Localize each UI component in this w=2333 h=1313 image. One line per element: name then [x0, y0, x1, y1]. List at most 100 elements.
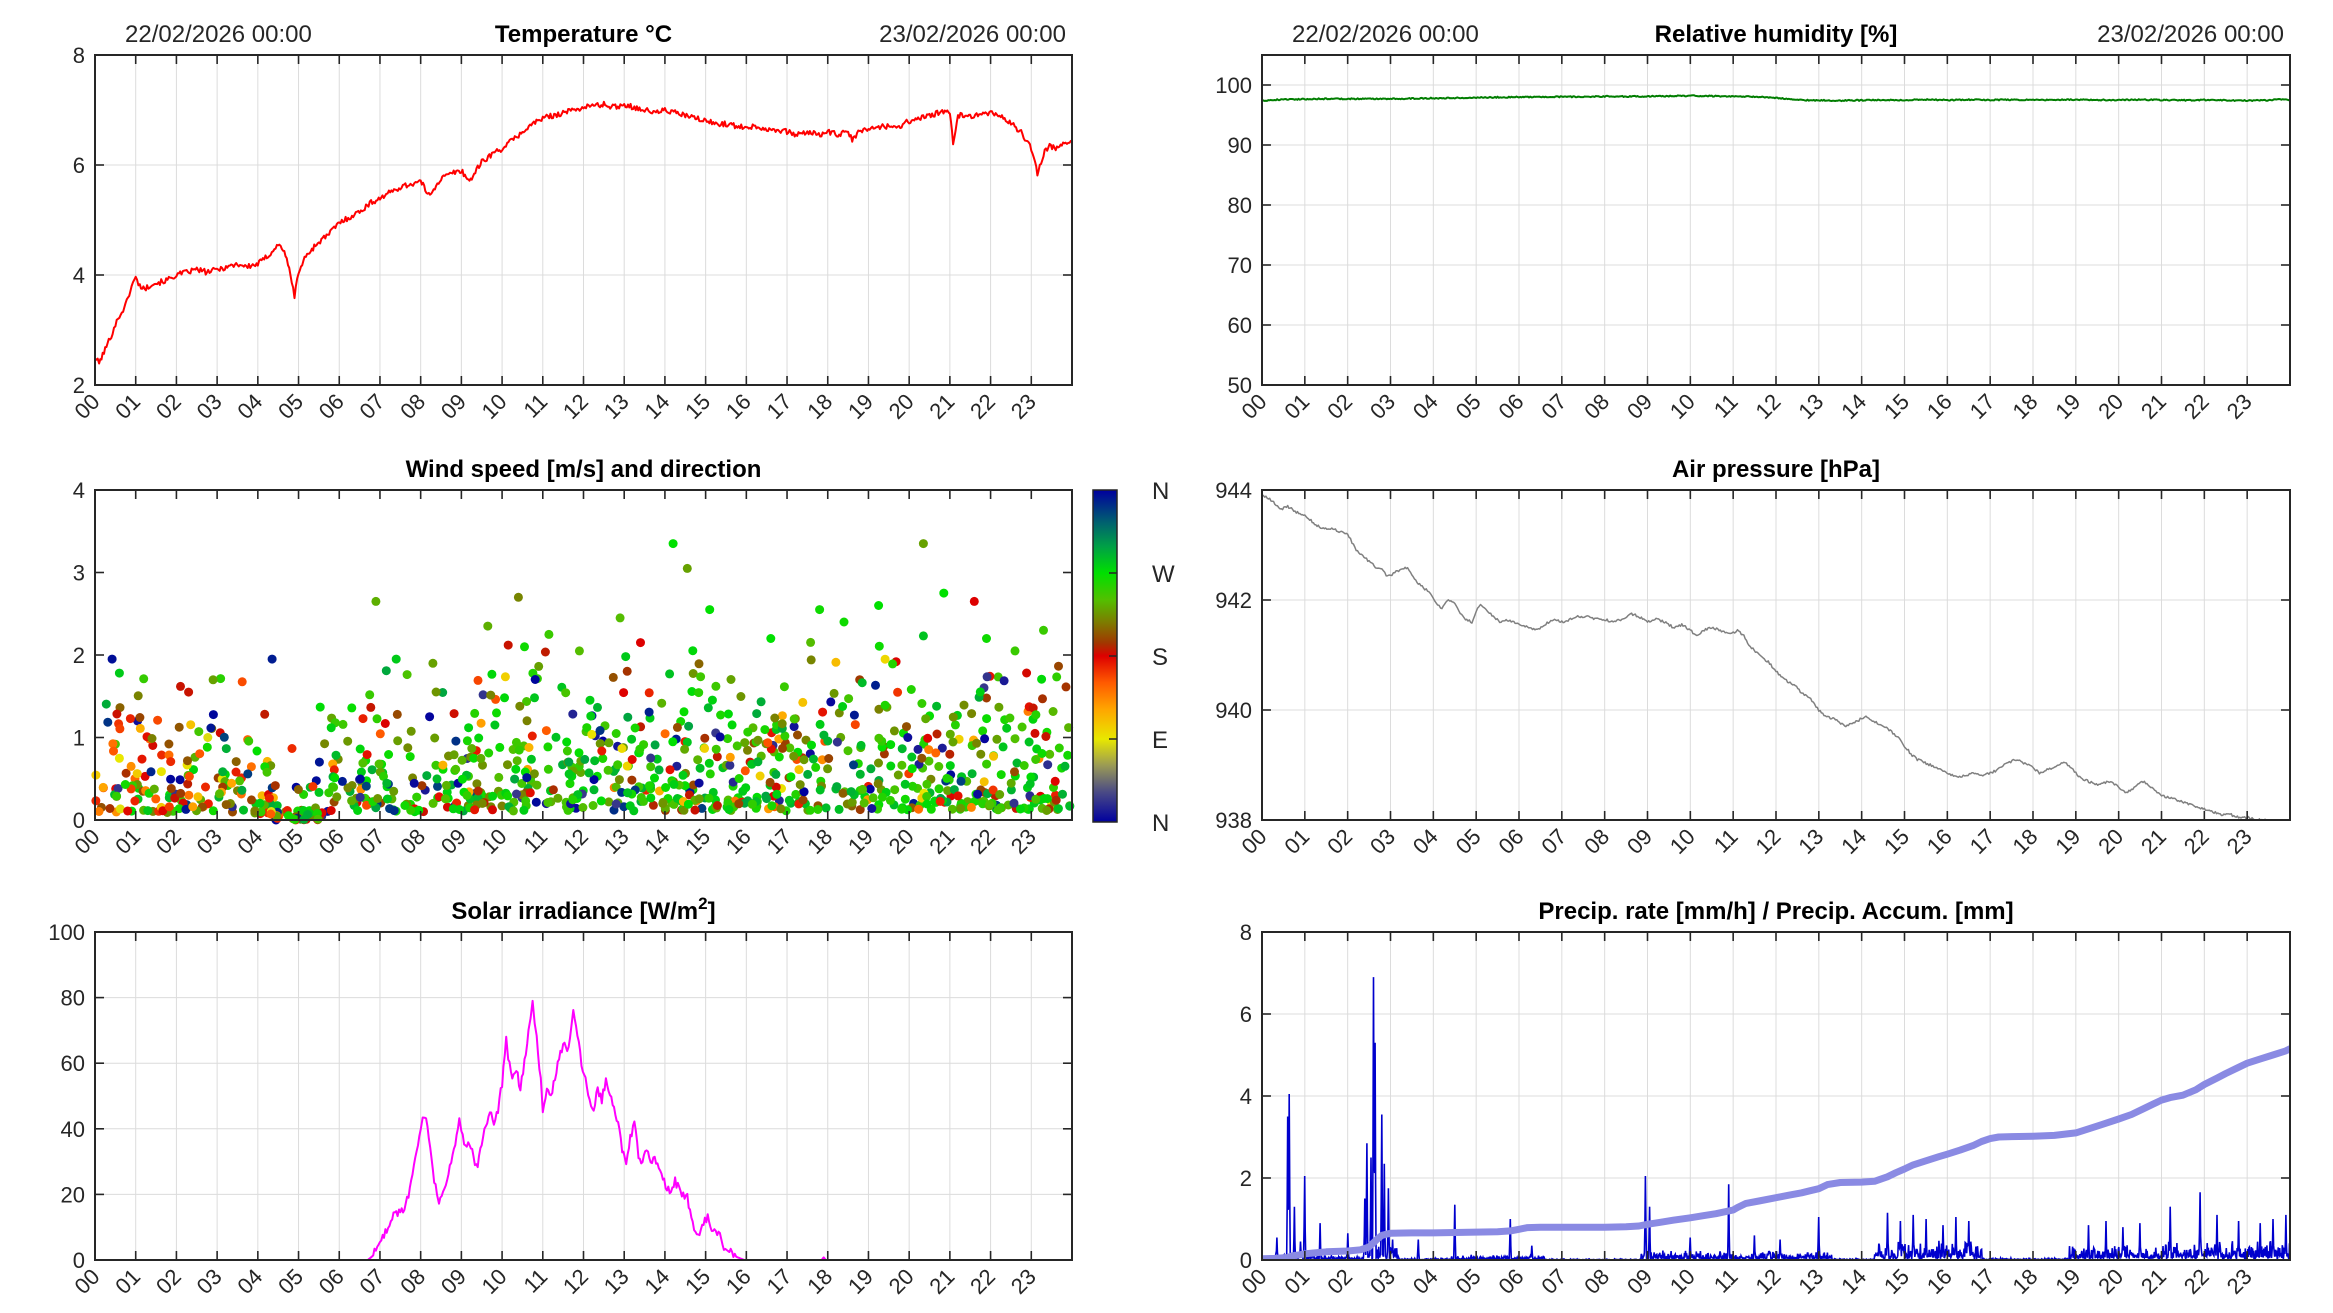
air-temperature-line	[94, 100, 1073, 365]
svg-text:06: 06	[1494, 389, 1529, 424]
svg-text:13: 13	[1793, 824, 1828, 859]
svg-text:02: 02	[1322, 389, 1357, 424]
svg-text:22: 22	[2179, 824, 2214, 859]
svg-text:08: 08	[1579, 824, 1614, 859]
svg-text:18: 18	[2008, 389, 2043, 424]
svg-text:04: 04	[1408, 1264, 1443, 1299]
svg-text:13: 13	[599, 1264, 634, 1299]
svg-text:80: 80	[1228, 193, 1252, 218]
wind-scatter-points	[91, 539, 1075, 825]
svg-text:19: 19	[2050, 1264, 2085, 1299]
svg-text:09: 09	[436, 824, 471, 859]
grid-precipitation	[1262, 932, 2290, 1260]
svg-text:08: 08	[1579, 1264, 1614, 1299]
svg-text:04: 04	[232, 1264, 267, 1299]
svg-text:09: 09	[1622, 824, 1657, 859]
svg-text:21: 21	[924, 1264, 959, 1299]
air-pressure-line	[1261, 494, 2287, 821]
svg-text:19: 19	[843, 389, 878, 424]
svg-text:20: 20	[2093, 1264, 2128, 1299]
svg-text:13: 13	[1793, 1264, 1828, 1299]
svg-text:21: 21	[924, 824, 959, 859]
svg-text:16: 16	[721, 389, 756, 424]
svg-text:23: 23	[1006, 1264, 1041, 1299]
svg-text:03: 03	[192, 824, 227, 859]
svg-text:11: 11	[1709, 389, 1743, 423]
chart-title-air-pressure: Air pressure [hPa]	[1672, 456, 1880, 483]
svg-text:8: 8	[73, 43, 85, 68]
tick-marks-precipitation	[1261, 931, 2291, 1261]
svg-text:10: 10	[1665, 1264, 1700, 1299]
x-tick-labels-temperature: 00 01 02 03 04 05 06 07 08 09 10 11 12 13 14 15 16 17 18 19…	[70, 389, 1041, 424]
svg-text:09: 09	[1622, 1264, 1657, 1299]
svg-text:15: 15	[1879, 1264, 1914, 1299]
svg-text:02: 02	[1322, 1264, 1357, 1299]
svg-text:6: 6	[73, 153, 85, 178]
y-tick-labels-air-pressure: 938 940 942 944	[1215, 478, 1252, 833]
svg-text:09: 09	[436, 1264, 471, 1299]
svg-text:15: 15	[680, 824, 715, 859]
svg-text:23: 23	[2222, 1264, 2257, 1299]
svg-text:940: 940	[1215, 698, 1252, 723]
grid-temperature	[95, 55, 1072, 385]
svg-text:10: 10	[1665, 389, 1700, 424]
svg-text:02: 02	[151, 389, 186, 424]
svg-text:07: 07	[1536, 824, 1571, 859]
svg-text:16: 16	[1922, 1264, 1957, 1299]
svg-text:19: 19	[843, 1264, 878, 1299]
svg-text:03: 03	[192, 389, 227, 424]
tick-marks-relative-humidity	[1261, 55, 2291, 386]
svg-text:18: 18	[802, 1264, 837, 1299]
svg-text:13: 13	[599, 824, 634, 859]
svg-text:06: 06	[314, 389, 349, 424]
svg-text:14: 14	[1836, 1264, 1871, 1299]
tick-marks-wind	[94, 489, 1073, 821]
svg-text:15: 15	[680, 389, 715, 424]
svg-text:2: 2	[73, 643, 85, 668]
svg-text:18: 18	[802, 824, 837, 859]
svg-text:2: 2	[1240, 1166, 1252, 1191]
svg-text:19: 19	[2050, 389, 2085, 424]
svg-text:15: 15	[1879, 824, 1914, 859]
colorbar-label-N-4: N	[1152, 810, 1169, 837]
date-label-left-relative-humidity: 22/02/2026 00:00	[1292, 21, 1479, 48]
svg-text:17: 17	[762, 389, 797, 424]
svg-text:07: 07	[355, 1264, 390, 1299]
svg-text:1: 1	[73, 726, 85, 751]
svg-text:06: 06	[1494, 1264, 1529, 1299]
svg-text:16: 16	[1922, 389, 1957, 424]
svg-text:13: 13	[599, 389, 634, 424]
svg-text:03: 03	[192, 1264, 227, 1299]
chart-title-relative-humidity: Relative humidity [%]	[1655, 21, 1898, 48]
svg-text:22: 22	[965, 389, 1000, 424]
x-tick-labels-wind: 00 01 02 03 04 05 06 07 08 09 10 11 12 13 14 15 16 17 18 19…	[70, 824, 1041, 859]
svg-text:60: 60	[1228, 313, 1252, 338]
svg-text:20: 20	[884, 824, 919, 859]
y-tick-labels-precipitation: 0 2 4 6 8	[1240, 920, 1252, 1273]
svg-text:07: 07	[355, 389, 390, 424]
date-label-left-temperature: 22/02/2026 00:00	[125, 21, 312, 48]
svg-text:19: 19	[2050, 824, 2085, 859]
svg-text:20: 20	[2093, 824, 2128, 859]
svg-text:17: 17	[1965, 389, 2000, 424]
y-tick-labels-temperature: 2 4 6 8	[73, 43, 85, 398]
svg-text:01: 01	[1279, 824, 1314, 859]
svg-text:23: 23	[1006, 389, 1041, 424]
y-tick-labels-wind: 0 1 2 3 4	[73, 478, 85, 833]
svg-text:13: 13	[1793, 389, 1828, 424]
svg-text:02: 02	[151, 1264, 186, 1299]
svg-text:50: 50	[1228, 373, 1252, 398]
chart-title-precipitation: Precip. rate [mm/h] / Precip. Accum. [mm…	[1538, 898, 2013, 925]
svg-text:18: 18	[802, 389, 837, 424]
svg-text:01: 01	[110, 824, 145, 859]
svg-text:08: 08	[395, 1264, 430, 1299]
svg-text:4: 4	[73, 263, 85, 288]
svg-text:944: 944	[1215, 478, 1252, 503]
svg-text:40: 40	[61, 1117, 85, 1142]
svg-text:10: 10	[477, 1264, 512, 1299]
svg-text:8: 8	[1240, 920, 1252, 945]
